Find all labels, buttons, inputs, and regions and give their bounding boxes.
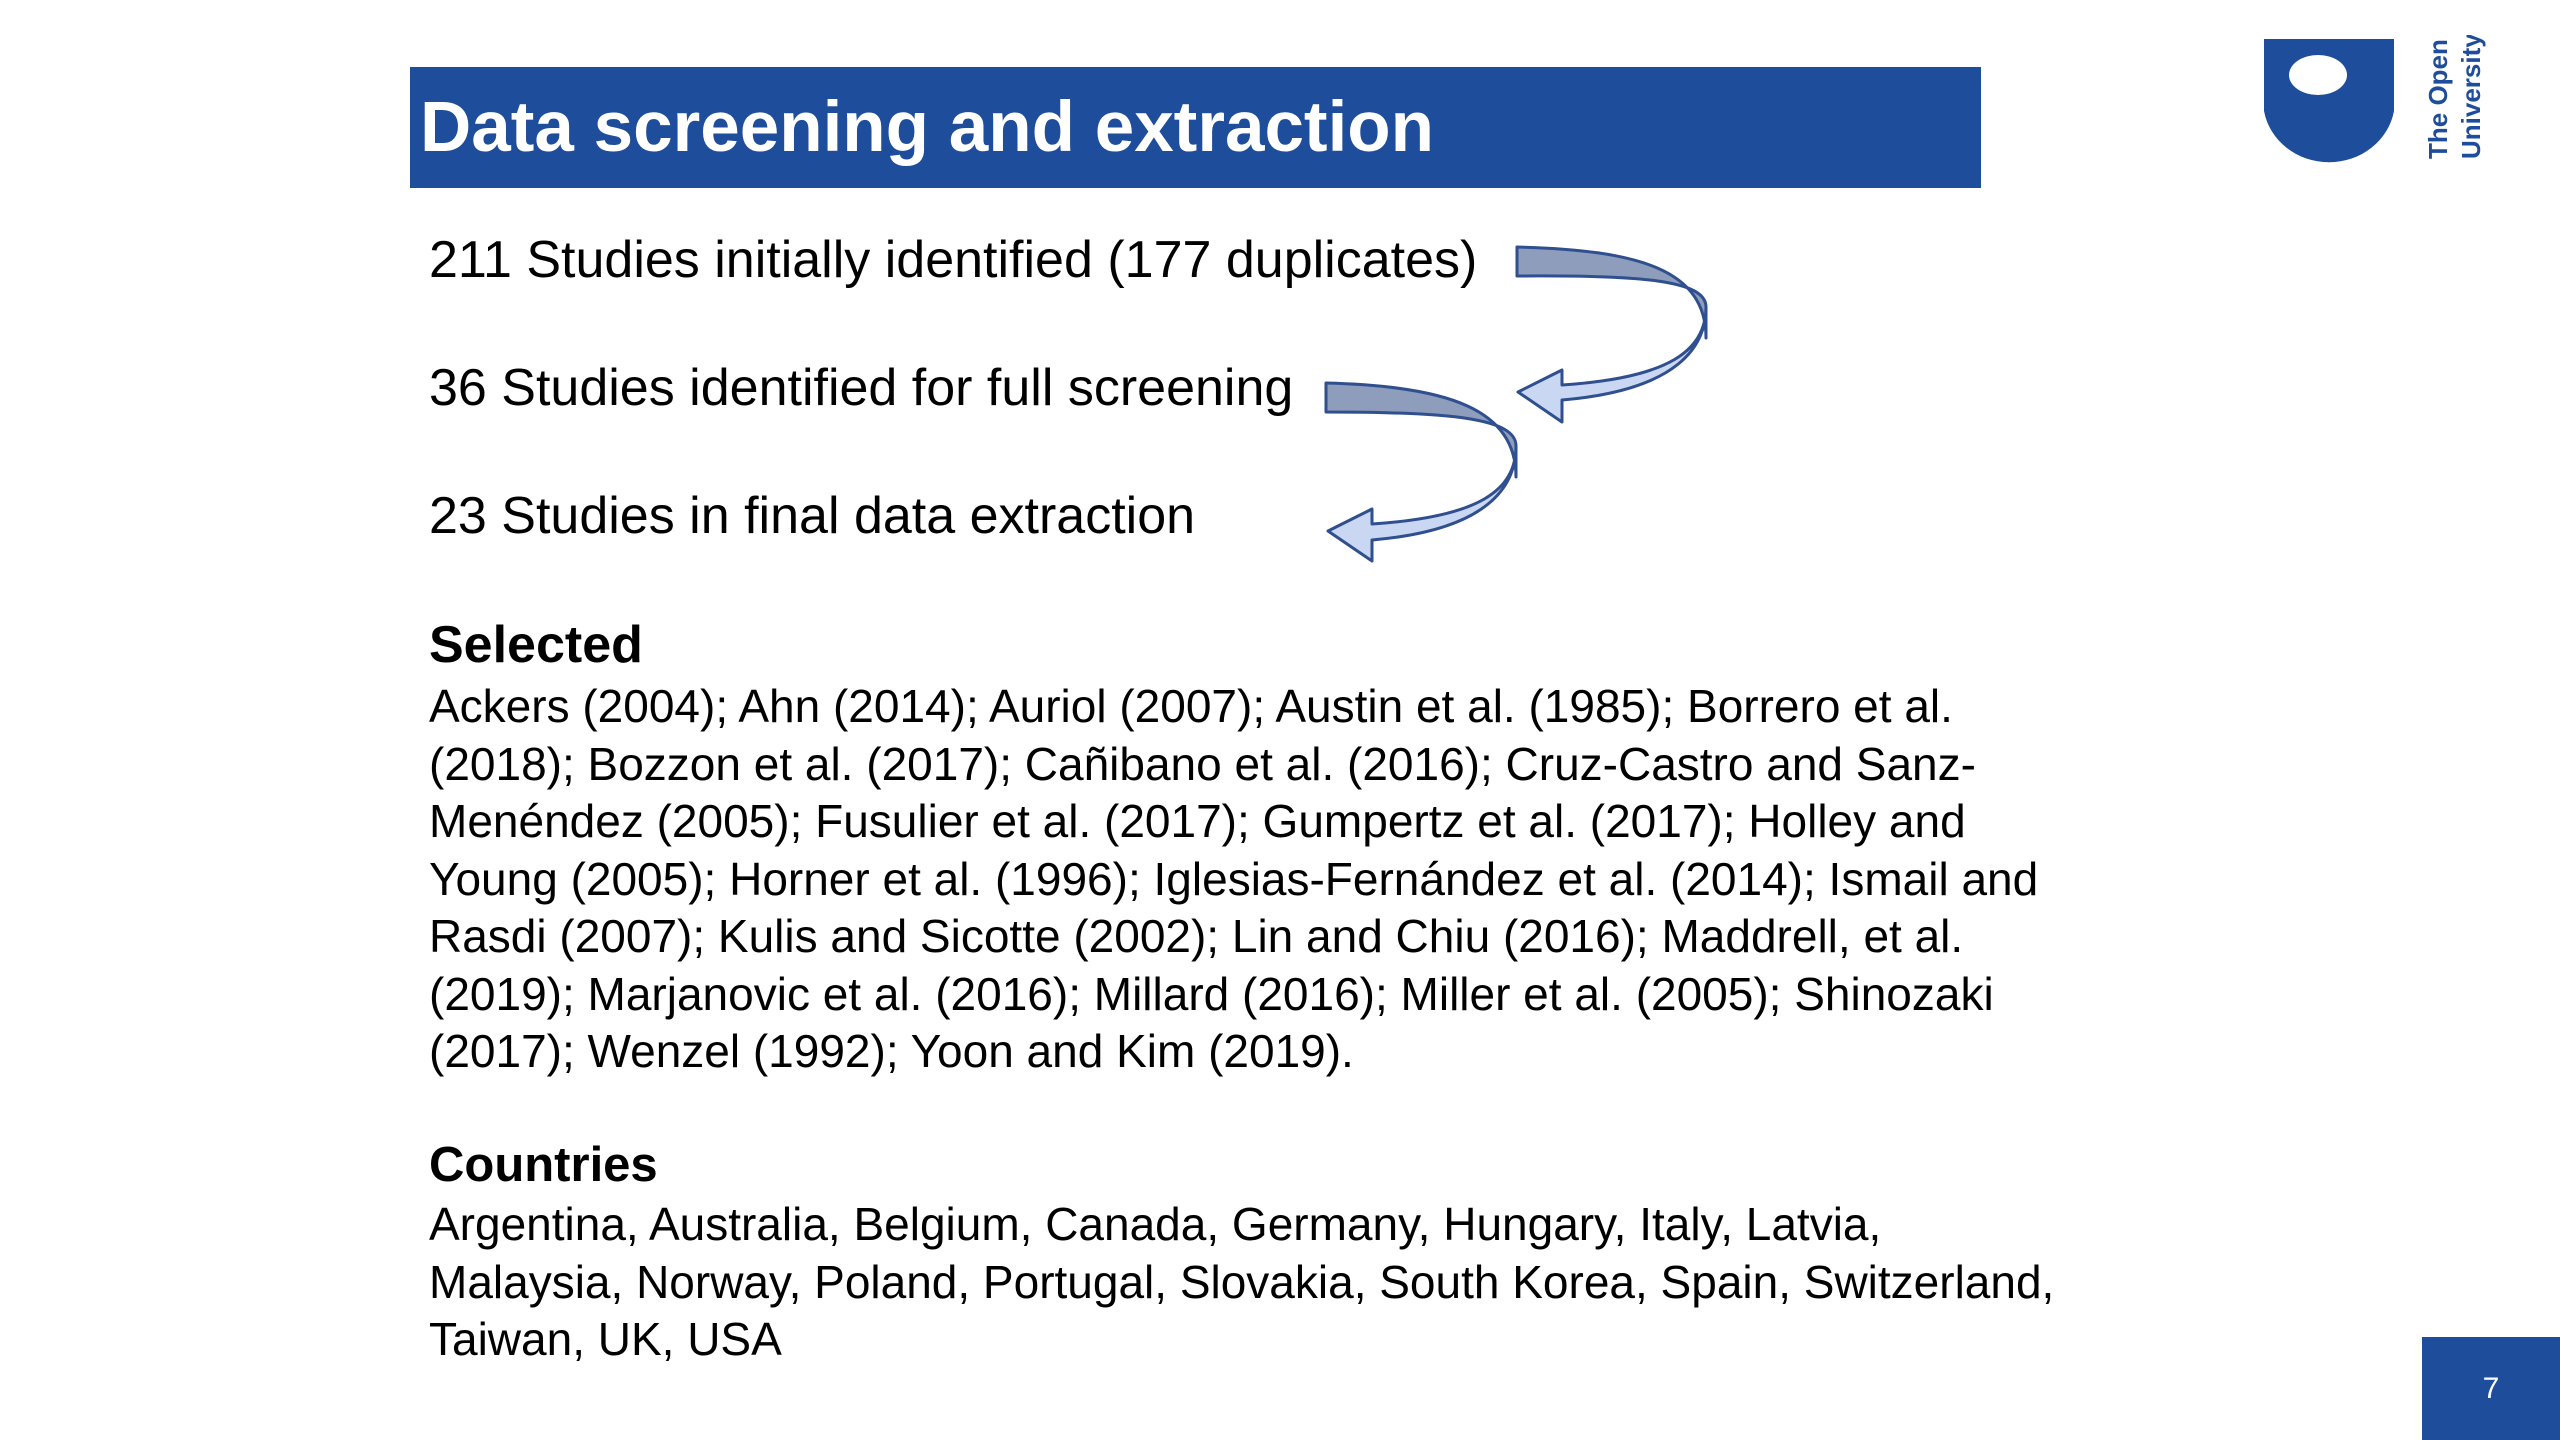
selected-studies-list: Ackers (2004); Ahn (2014); Auriol (2007)… — [429, 680, 2039, 1077]
slide-title: Data screening and extraction — [420, 88, 1435, 167]
title-bar: Data screening and extraction — [410, 67, 1981, 188]
open-university-wordmark: The Open University — [2423, 35, 2486, 159]
page-number-box: 7 — [2422, 1337, 2560, 1440]
countries-list: Argentina, Australia, Belgium, Canada, G… — [429, 1198, 2055, 1365]
flow-step-full-screening: 36 Studies identified for full screening — [429, 359, 1294, 417]
curved-arrow-1-icon — [1515, 245, 1708, 424]
flow-step-final-extraction: 23 Studies in final data extraction — [429, 487, 1196, 545]
selected-heading: Selected — [429, 616, 643, 674]
page-number: 7 — [2482, 1371, 2500, 1405]
open-university-logo-icon — [2264, 39, 2394, 163]
flow-step-identified: 211 Studies initially identified (177 du… — [429, 231, 1478, 289]
wordmark-line-1: The Open — [2423, 39, 2453, 159]
countries-heading: Countries — [429, 1138, 658, 1192]
curved-arrow-2-icon — [1324, 381, 1518, 563]
wordmark-line-2: University — [2456, 35, 2486, 159]
